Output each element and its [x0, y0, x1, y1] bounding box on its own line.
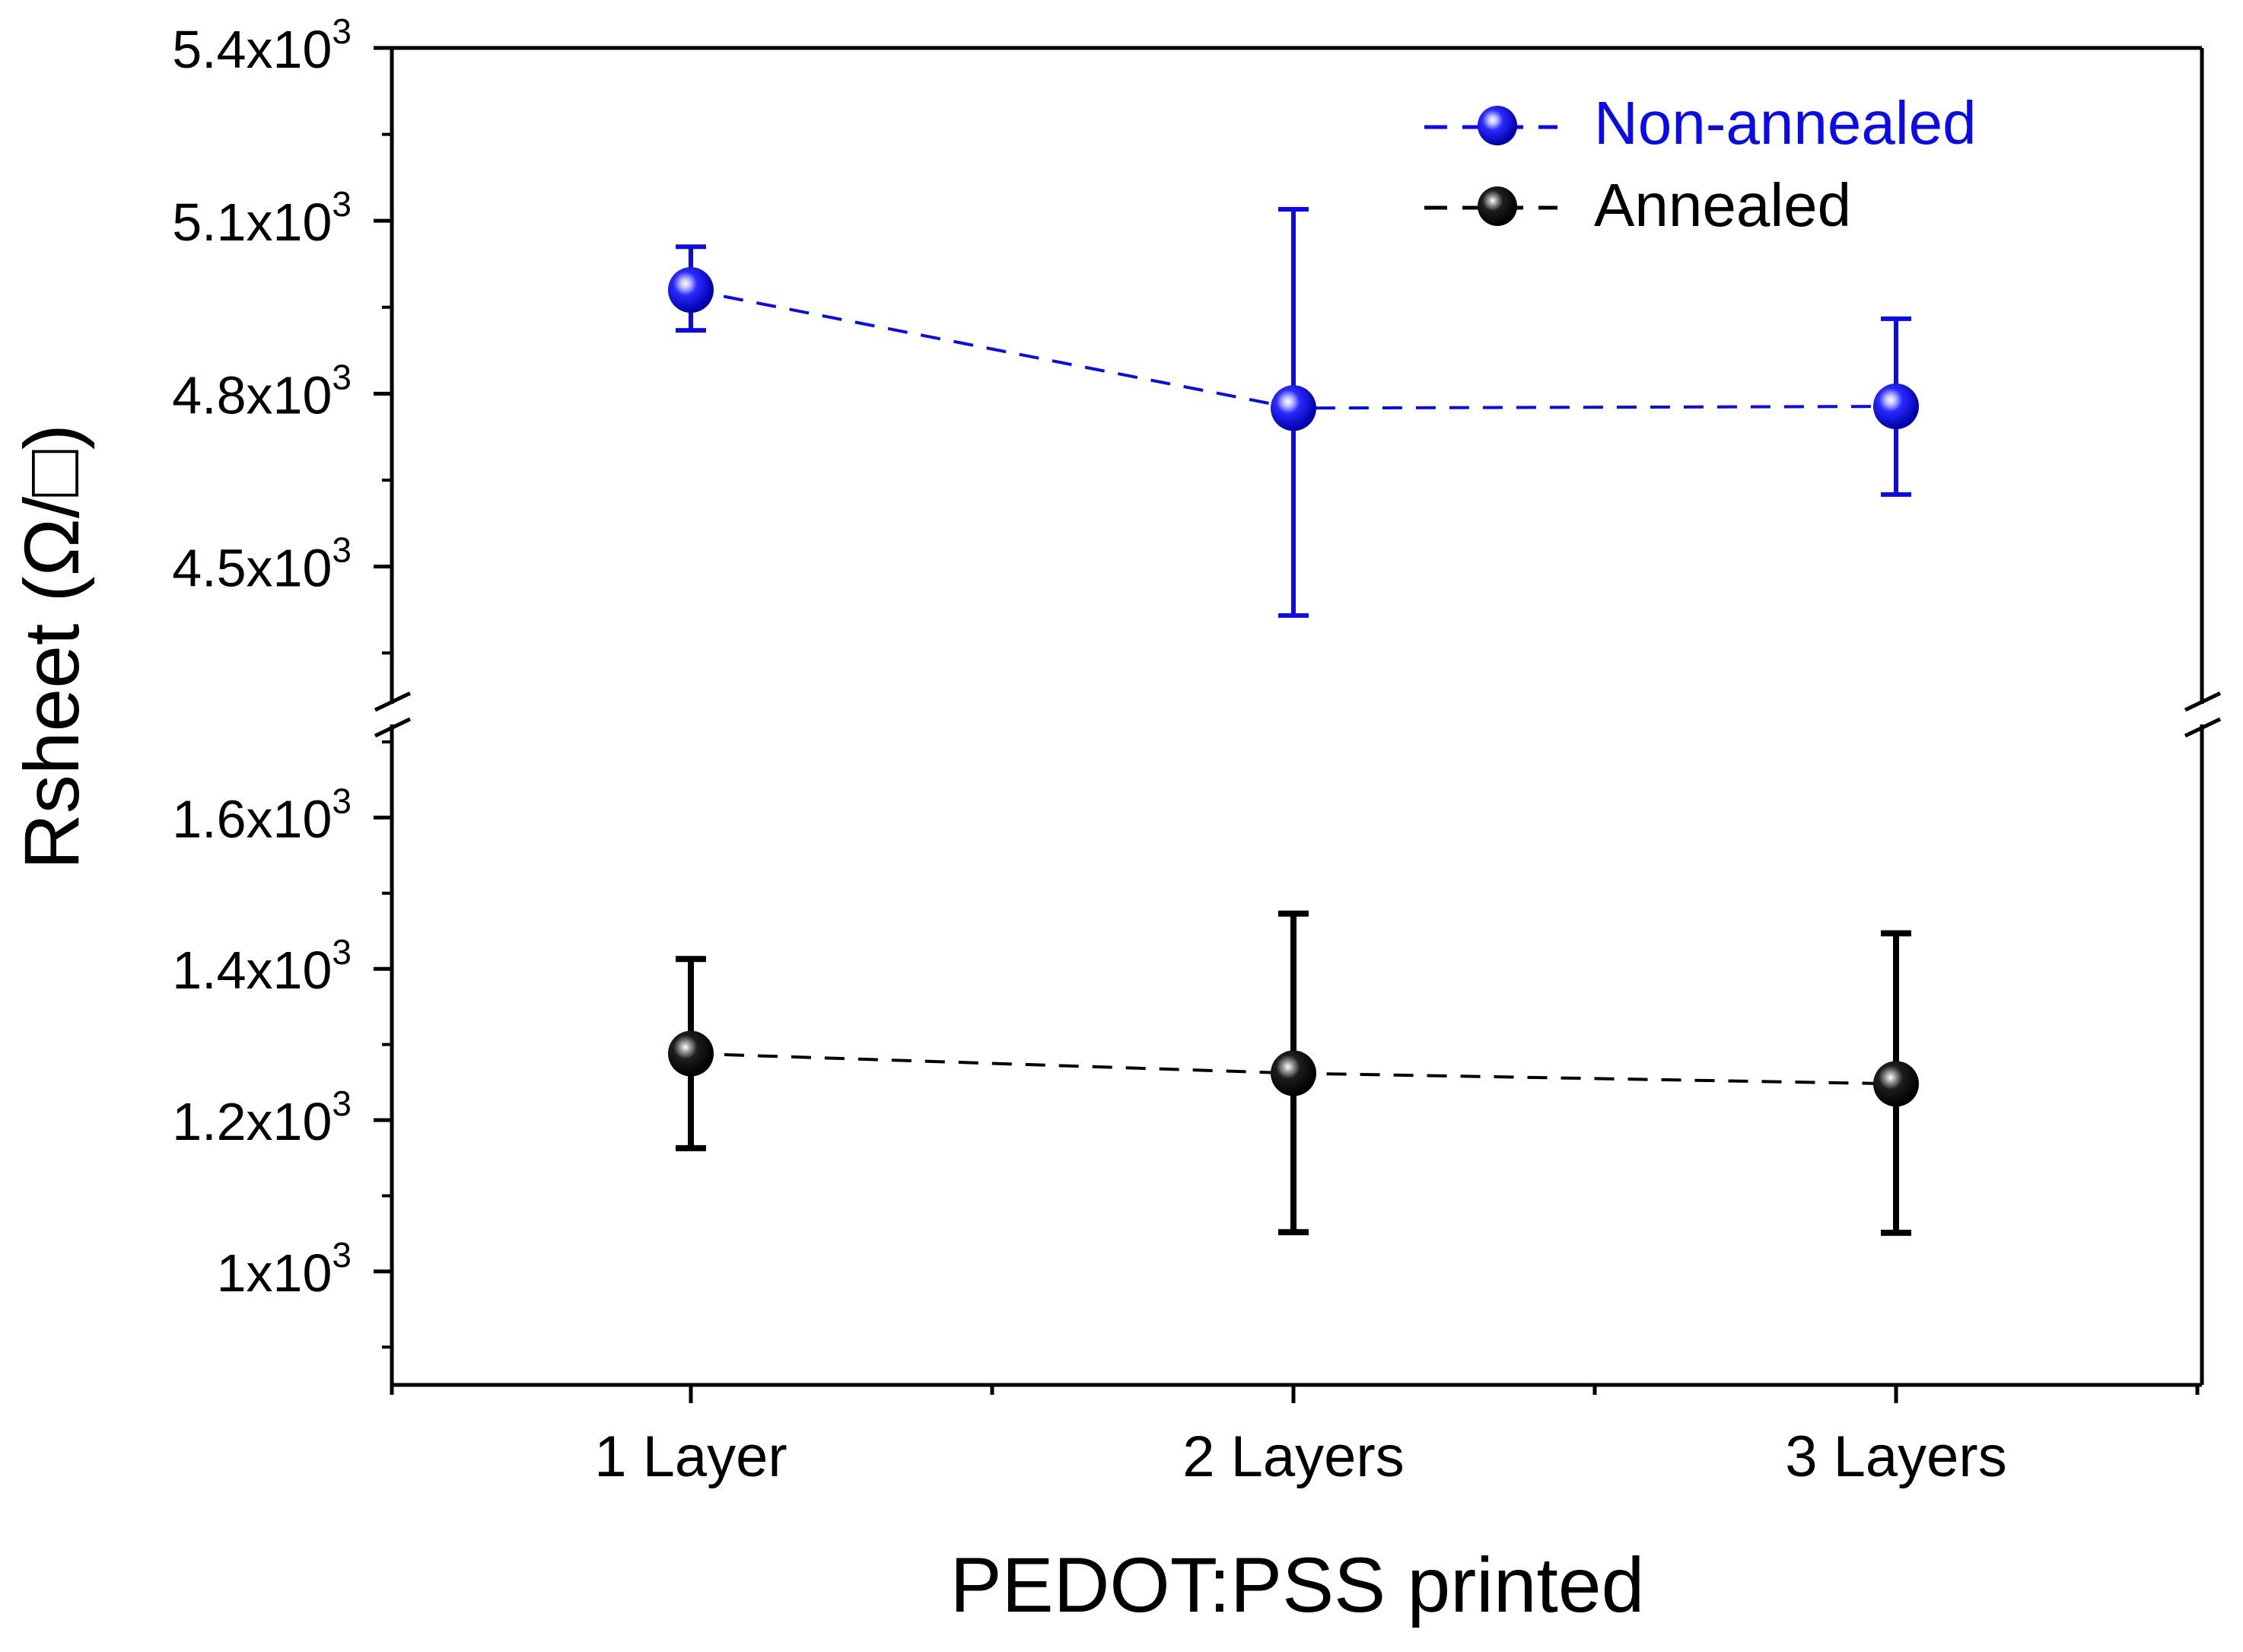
y-tick-label-mantissa: 1.6x10: [172, 789, 332, 848]
series-annealed: [668, 910, 1919, 1237]
y-tick-label-mantissa: 5.1x10: [172, 193, 332, 252]
y-tick-label-exponent: 3: [332, 781, 352, 820]
y-tick-label: 4.8x103: [172, 357, 352, 425]
y-axis-title-text: Rsheet: [8, 624, 95, 870]
axis-break-mark-right-b: [2184, 717, 2222, 738]
y-tick-label-mantissa: 1.4x10: [172, 941, 332, 1000]
x-tick-label: 1 Layer: [594, 1424, 787, 1489]
y-tick-label-exponent: 3: [332, 530, 352, 570]
y-tick-label-mantissa: 1x10: [217, 1243, 332, 1303]
data-point: [668, 267, 714, 314]
legend-marker-non-annealed: [1478, 106, 1517, 145]
x-tick-label: 2 Layers: [1182, 1424, 1405, 1489]
x-axis-title: PEDOT:PSS printed: [950, 1542, 1645, 1628]
y-tick-label-mantissa: 4.5x10: [172, 539, 332, 598]
x-axis-ticks: 1 Layer 2 Layers 3 Layers: [390, 1385, 2200, 1489]
y-tick-label-exponent: 3: [332, 932, 352, 972]
legend-label-non-annealed: Non-annealed: [1594, 89, 1977, 157]
legend-label-annealed: Annealed: [1594, 171, 1851, 239]
y-tick-label-exponent: 3: [332, 1235, 352, 1275]
y-tick-label: 1.6x103: [172, 781, 352, 848]
data-point: [1271, 1050, 1316, 1097]
plot-frame: [373, 46, 2222, 1387]
axis-break-mark-right-a: [2184, 691, 2222, 712]
y-tick-label: 5.1x103: [172, 184, 352, 252]
y-tick-label: 5.4x103: [172, 11, 352, 79]
y-tick-label-mantissa: 4.8x10: [172, 365, 332, 425]
series-layer: [668, 207, 1919, 1237]
y-tick-label: 1x103: [217, 1235, 352, 1303]
y-tick-label-exponent: 3: [332, 1084, 352, 1123]
axis-break-mark-left-b: [374, 717, 412, 738]
y-axis-title: Rsheet (Ω/□): [8, 424, 95, 870]
data-point: [1271, 385, 1316, 431]
axis-break-mark-left-a: [374, 691, 412, 712]
y-tick-label-exponent: 3: [332, 11, 352, 51]
y-axis-ticks: 4.5x1034.8x1035.1x1035.4x1031x1031.2x103…: [172, 11, 392, 1349]
data-point: [1873, 1061, 1919, 1107]
y-tick-label: 4.5x103: [172, 530, 352, 598]
y-tick-label-mantissa: 1.2x10: [172, 1092, 332, 1151]
y-tick-label-exponent: 3: [332, 357, 352, 396]
y-tick-label-exponent: 3: [332, 184, 352, 224]
legend-item-annealed: Annealed: [1424, 171, 1851, 239]
data-point: [1873, 384, 1919, 430]
y-tick-label: 1.4x103: [172, 932, 352, 1000]
axis-break-gap: [373, 704, 2222, 724]
y-tick-label: 1.2x103: [172, 1084, 352, 1151]
legend: Non-annealed Annealed: [1424, 89, 1977, 239]
series-non-annealed: [668, 207, 1919, 618]
y-tick-label-mantissa: 5.4x10: [172, 20, 332, 79]
x-tick-label: 3 Layers: [1785, 1424, 2007, 1489]
data-point: [668, 1030, 714, 1077]
y-axis-title-unit: (Ω/□): [8, 424, 95, 602]
legend-marker-annealed: [1478, 186, 1517, 226]
legend-item-non-annealed: Non-annealed: [1424, 89, 1977, 157]
